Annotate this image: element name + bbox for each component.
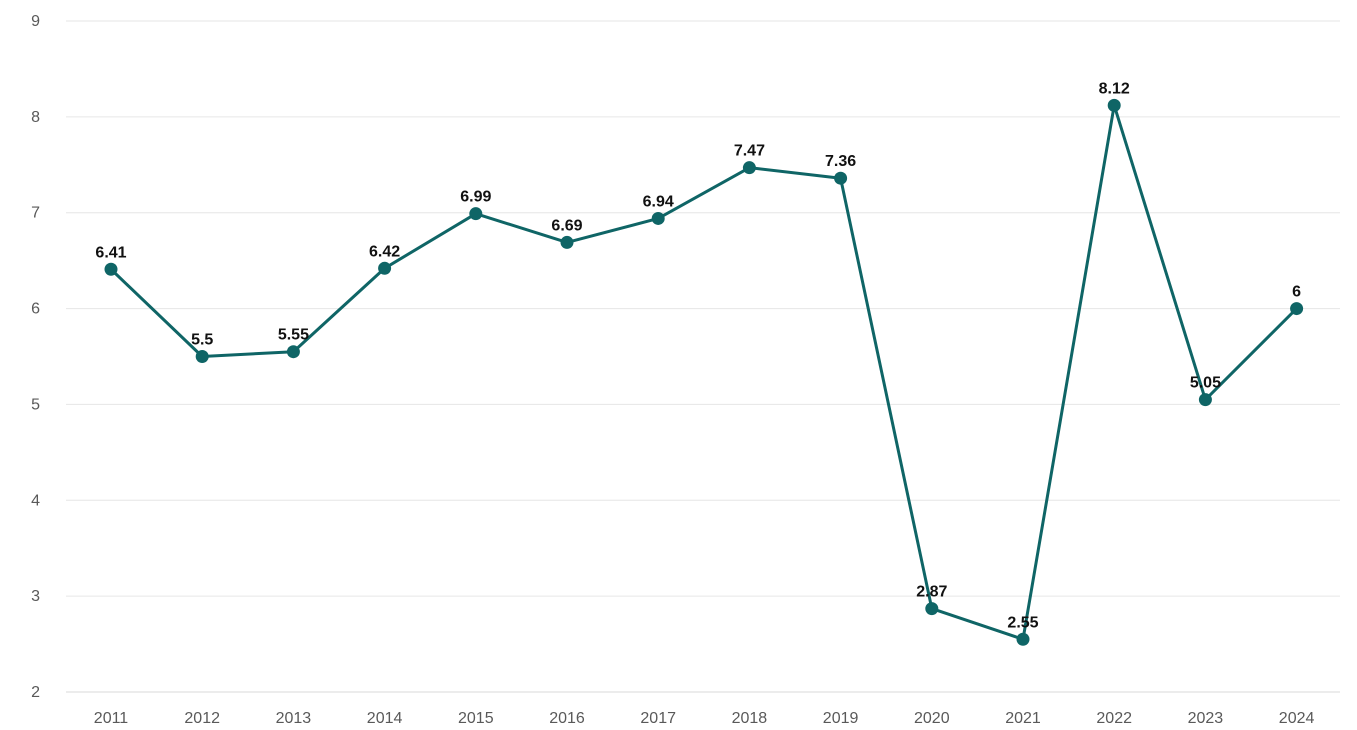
data-label: 5.55 (278, 327, 309, 344)
x-tick-label: 2012 (184, 710, 220, 727)
data-point (560, 235, 574, 249)
data-point (834, 171, 848, 185)
data-point (378, 261, 392, 275)
data-label: 2.55 (1007, 614, 1038, 631)
x-tick-label: 2024 (1279, 710, 1315, 727)
x-tick-label: 2017 (640, 710, 676, 727)
data-point (1198, 393, 1212, 407)
x-tick-label: 2016 (549, 710, 585, 727)
x-tick-label: 2022 (1096, 710, 1132, 727)
y-tick-label: 9 (31, 13, 40, 30)
y-tick-label: 5 (31, 396, 40, 413)
data-label: 6.69 (551, 217, 582, 234)
data-point (195, 350, 209, 363)
data-label: 6.42 (369, 243, 400, 260)
data-label: 7.47 (734, 143, 765, 160)
x-tick-label: 2013 (276, 710, 312, 727)
y-tick-label: 3 (31, 588, 40, 605)
data-point (651, 211, 665, 225)
data-point (104, 262, 118, 276)
y-tick-label: 7 (31, 205, 40, 222)
y-tick-label: 6 (31, 301, 40, 318)
x-tick-label: 2014 (367, 710, 403, 727)
data-label: 5.05 (1190, 375, 1221, 392)
data-point (469, 207, 483, 221)
data-point (742, 161, 756, 175)
x-tick-label: 2018 (732, 710, 768, 727)
data-label: 2.87 (916, 584, 947, 601)
data-point (925, 602, 939, 616)
x-tick-label: 2015 (458, 710, 494, 727)
data-label: 8.12 (1099, 80, 1130, 97)
data-label: 6 (1292, 284, 1301, 301)
x-tick-label: 2019 (823, 710, 859, 727)
x-tick-label: 2011 (94, 710, 129, 727)
data-label: 6.99 (460, 189, 491, 206)
x-tick-label: 2023 (1188, 710, 1224, 727)
series-line (109, 103, 1299, 641)
x-tick-label: 2021 (1005, 710, 1041, 727)
data-point (1290, 302, 1304, 316)
y-tick-label: 2 (31, 684, 40, 701)
data-point (1107, 98, 1121, 112)
data-point (1016, 632, 1030, 646)
y-tick-label: 8 (31, 109, 40, 126)
data-label: 6.41 (95, 244, 126, 261)
y-tick-label: 4 (31, 492, 40, 509)
data-label: 6.94 (643, 193, 674, 210)
data-point (286, 345, 300, 359)
data-label: 5.5 (191, 332, 213, 349)
x-tick-label: 2020 (914, 710, 950, 727)
data-label: 7.36 (825, 153, 856, 170)
